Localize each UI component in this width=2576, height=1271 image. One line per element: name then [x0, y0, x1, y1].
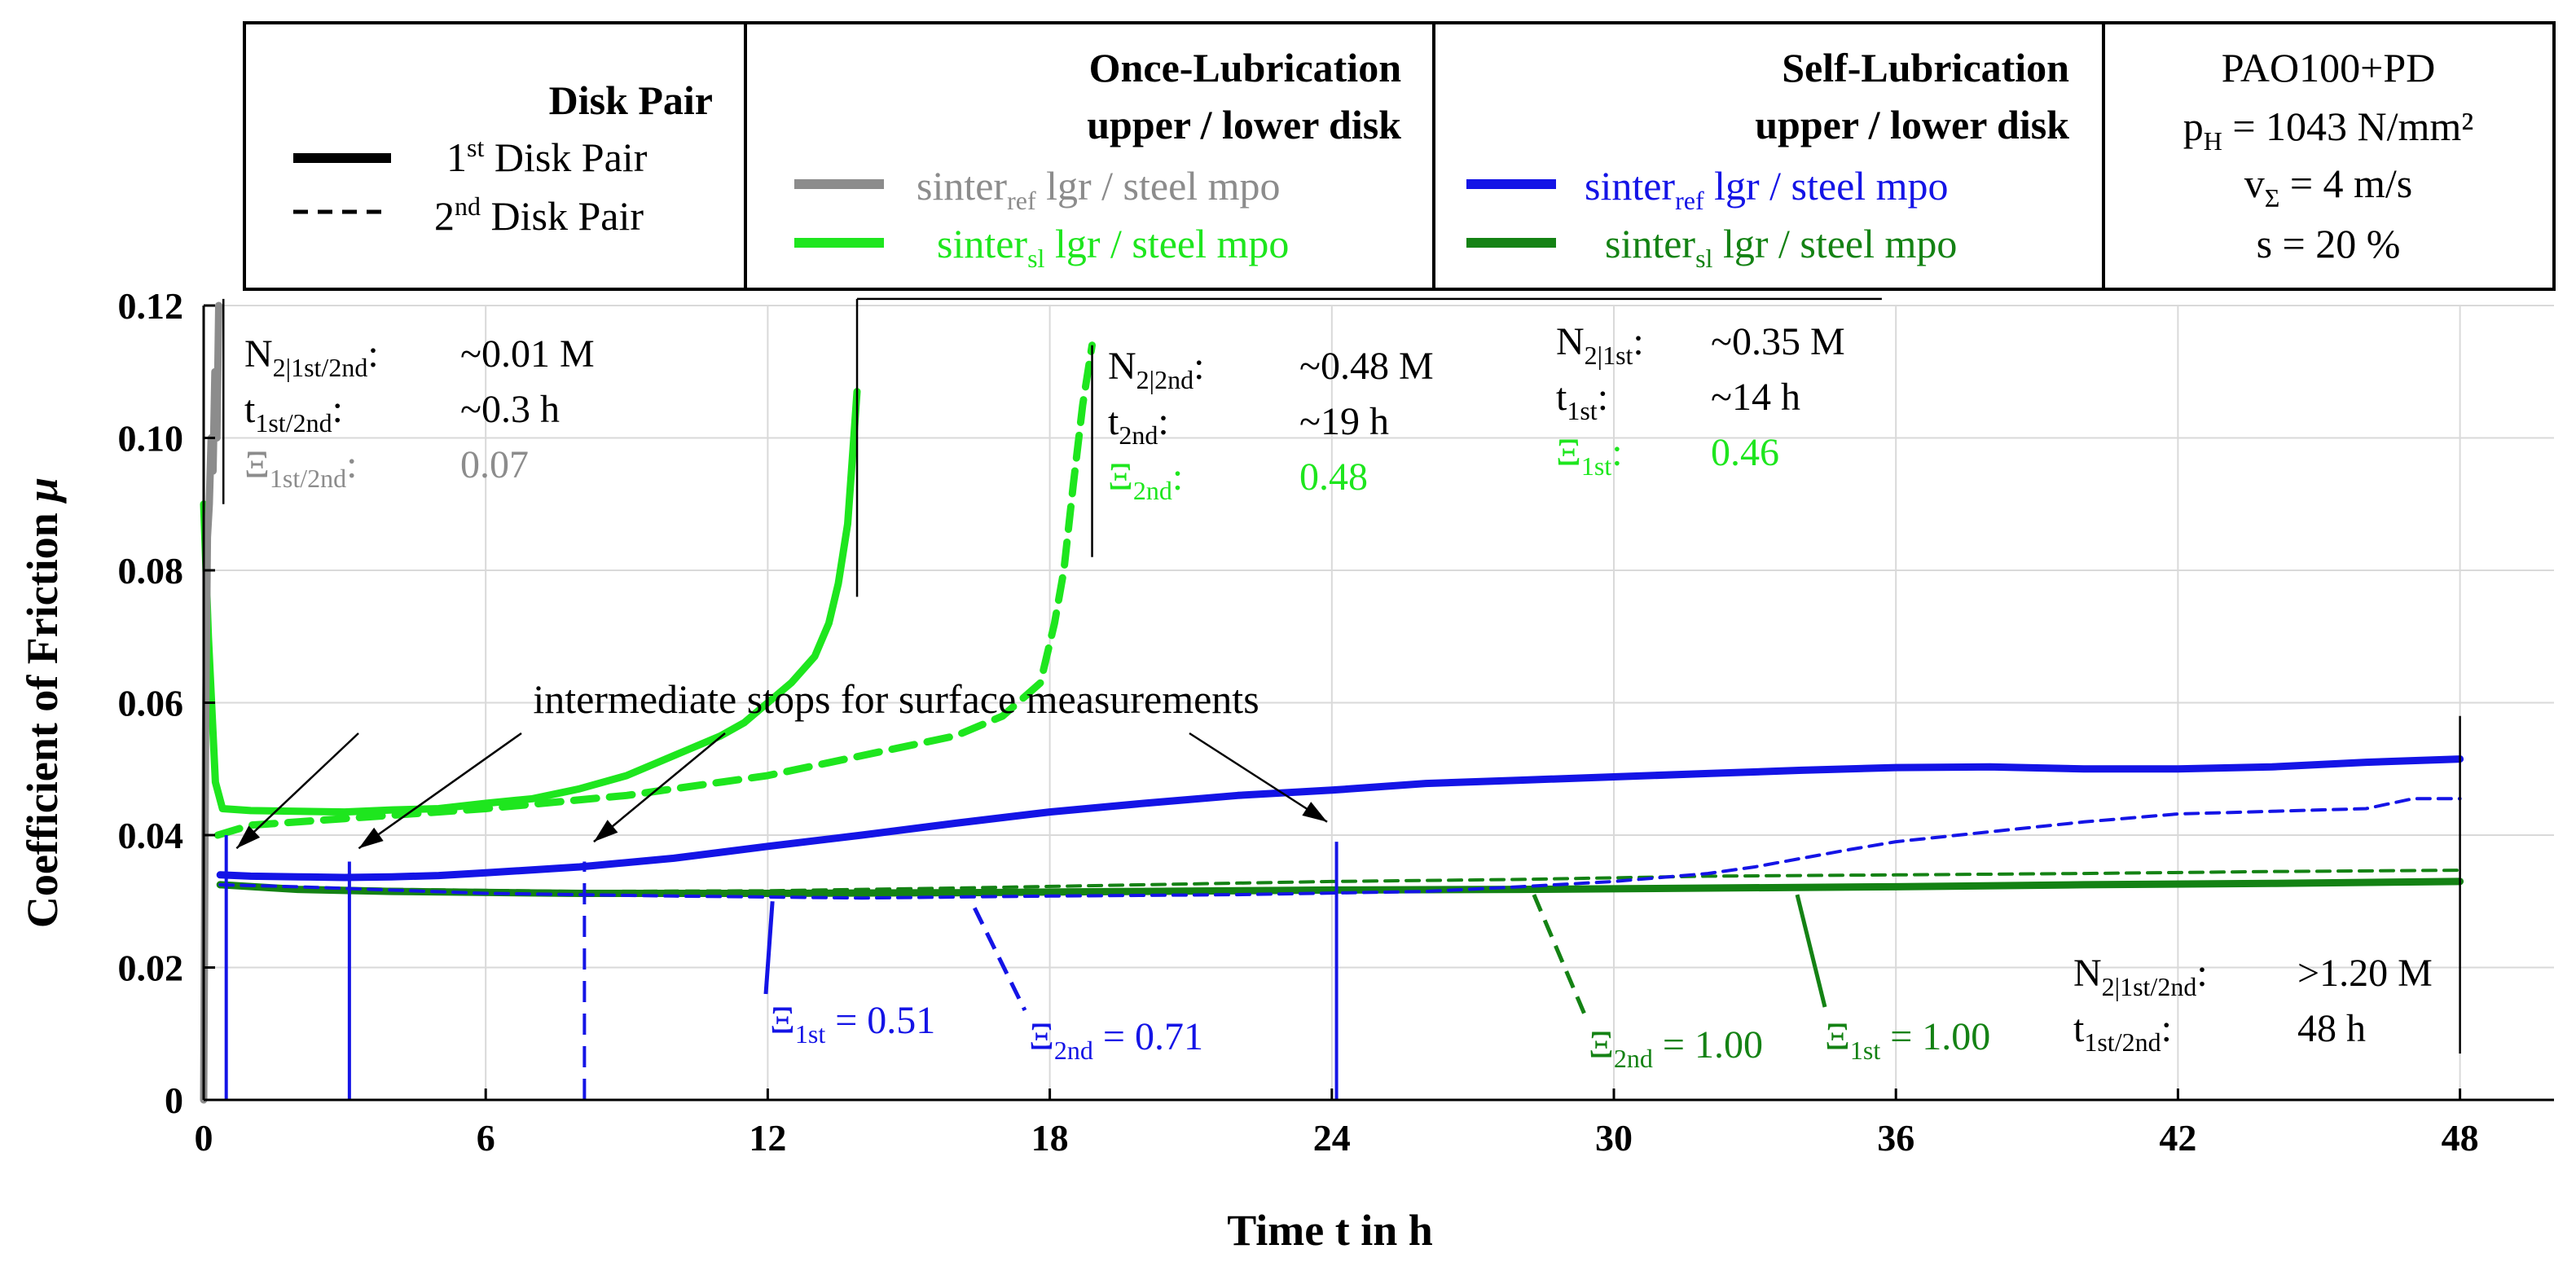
series-line-5 [218, 797, 2462, 900]
legend-self-ref-label: sinterref lgr / steel mpo [1585, 163, 1949, 215]
xi-label-green_2nd: Ξ2nd = 1.00 [1589, 1023, 1763, 1073]
series-line-6 [216, 877, 2464, 897]
legend-self-title-1: Self-Lubrication [1782, 45, 2069, 90]
y-tick-label: 0 [165, 1080, 183, 1121]
y-tick-label: 0.08 [118, 550, 184, 592]
legend-once-title-2: upper / lower disk [1087, 102, 1401, 147]
info-b4-label-1: N2|1st/2nd: [2073, 952, 2208, 1001]
info-b1-label-2: t1st/2nd: [244, 388, 343, 438]
info-b1-label-3: Ξ1st/2nd: [244, 443, 357, 493]
info-b4-label-2: t1st/2nd: [2073, 1007, 2172, 1057]
x-tick-label: 42 [2159, 1117, 2196, 1159]
info-b2-label-2: t2nd: [1108, 400, 1169, 450]
series-line-4 [216, 755, 2464, 882]
xi-leader-green-2nd [1532, 894, 1589, 1021]
series-line-2 [200, 388, 861, 816]
info-b3-value-3: 0.46 [1711, 431, 1779, 474]
annotation-arrow-2 [358, 732, 522, 850]
info-b1-value-3: 0.07 [460, 443, 529, 486]
info-b2-label-3: Ξ2nd: [1108, 455, 1183, 505]
x-tick-label: 30 [1595, 1117, 1633, 1159]
x-tick-label: 12 [749, 1117, 786, 1159]
xi-leader-green-1st [1795, 894, 1827, 1008]
annotation-arrowhead-3 [593, 820, 618, 842]
annotation-arrowhead-4 [1302, 802, 1328, 822]
legend-condition-1: PAO100+PD [2222, 45, 2436, 90]
info-b2-value-1: ~0.48 M [1299, 345, 1434, 388]
xi-label-blue_1st: Ξ1st = 0.51 [770, 999, 935, 1049]
legend-box [243, 21, 2556, 291]
info-b2-label-1: N2|2nd: [1108, 345, 1204, 394]
legend-once-title-1: Once-Lubrication [1089, 45, 1402, 90]
y-tick-label: 0.06 [118, 683, 184, 724]
info-b3-value-1: ~0.35 M [1711, 320, 1845, 363]
legend-self-title-2: upper / lower disk [1755, 102, 2069, 147]
x-tick-label: 18 [1031, 1117, 1069, 1159]
xi-label-blue_2nd: Ξ2nd = 0.71 [1029, 1015, 1203, 1065]
info-b3-label-2: t1st: [1556, 376, 1608, 425]
x-tick-label: 6 [477, 1117, 495, 1159]
legend-condition-3: vΣ = 4 m/s [2244, 161, 2413, 213]
legend-condition-4: s = 20 % [2257, 221, 2401, 266]
y-tick-label: 0.02 [118, 948, 184, 989]
x-tick-label: 24 [1313, 1117, 1351, 1159]
info-b2-value-3: 0.48 [1299, 455, 1368, 499]
y-tick-label: 0.12 [118, 285, 184, 327]
info-b3-value-2: ~14 h [1711, 376, 1800, 419]
annotation-arrow-1 [235, 732, 359, 850]
annotation-arrowhead-2 [358, 827, 384, 849]
x-tick-label: 0 [195, 1117, 213, 1159]
x-axis-label: Time t in h [1227, 1206, 1433, 1255]
legend-once-sl-label: sintersl lgr / steel mpo [937, 221, 1289, 273]
info-b4-value-2: 48 h [2297, 1007, 2366, 1050]
series-line-3 [213, 341, 1096, 839]
annotation-arrowhead-1 [236, 825, 261, 849]
info-b1-label-1: N2|1st/2nd: [244, 332, 379, 382]
x-tick-label: 48 [2442, 1117, 2479, 1159]
legend-condition-2: pH = 1043 N/mm² [2183, 103, 2474, 156]
annotation-intermediate-stops: intermediate stops for surface measureme… [533, 676, 1259, 722]
series-line-7 [218, 869, 2462, 894]
info-b2-value-2: ~19 h [1299, 400, 1389, 443]
xi-label-green_1st: Ξ1st = 1.00 [1825, 1015, 1990, 1065]
x-tick-label: 36 [1877, 1117, 1914, 1159]
info-b1-value-2: ~0.3 h [460, 388, 560, 431]
legend-once-ref-label: sinterref lgr / steel mpo [917, 163, 1281, 215]
xi-leader-blue-1st [763, 901, 775, 995]
y-tick-label: 0.04 [118, 815, 184, 856]
legend-pair-2: 2nd Disk Pair [434, 191, 644, 239]
info-b3-label-1: N2|1st: [1556, 320, 1644, 370]
info-b1-value-1: ~0.01 M [460, 332, 595, 376]
legend-pair-1: 1st Disk Pair [446, 133, 648, 180]
legend-disk-pair-title: Disk Pair [549, 77, 713, 123]
y-axis-label: Coefficient of Friction μ [18, 477, 67, 928]
annotation-arrow-4 [1189, 732, 1328, 823]
info-b4-value-1: >1.20 M [2297, 952, 2433, 995]
legend-self-sl-label: sintersl lgr / steel mpo [1605, 221, 1957, 273]
xi-leader-blue-2nd [973, 907, 1027, 1012]
annotation-arrow-3 [593, 732, 726, 843]
y-tick-label: 0.10 [118, 418, 184, 460]
info-b3-label-3: Ξ1st: [1556, 431, 1623, 481]
